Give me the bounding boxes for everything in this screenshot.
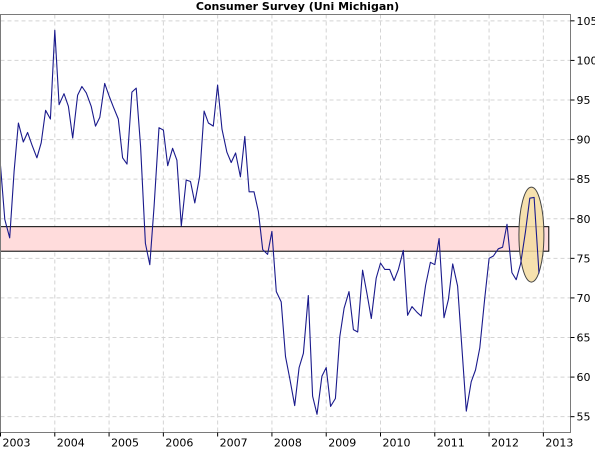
plot-border: [0, 14, 571, 433]
y-tick-label: 55: [577, 411, 591, 424]
y-tick-label: 85: [577, 173, 591, 186]
highlight-ellipse: [518, 186, 545, 283]
y-tick-label: 80: [577, 213, 591, 226]
y-tick-label: 75: [577, 252, 591, 265]
highlight-band: [0, 226, 550, 252]
y-tick-label: 105: [577, 15, 595, 28]
x-tick-label: 2010: [383, 437, 411, 450]
x-tick-label: 2007: [220, 437, 248, 450]
y-tick-label: 70: [577, 292, 591, 305]
series-line: [0, 29, 540, 415]
chart-title: Consumer Survey (Uni Michigan): [195, 0, 400, 13]
x-tick-label: 2009: [328, 437, 356, 450]
y-tick-label: 60: [577, 371, 591, 384]
x-tick-label: 2005: [111, 437, 139, 450]
y-tick-label: 95: [577, 94, 591, 107]
y-tick-label: 90: [577, 134, 591, 147]
x-tick-label: 2006: [165, 437, 193, 450]
x-tick-label: 2004: [57, 437, 85, 450]
x-tick-label: 2013: [545, 437, 573, 450]
y-tick-label: 100: [577, 54, 595, 67]
x-tick-label: 2008: [274, 437, 302, 450]
y-tick-label: 65: [577, 332, 591, 345]
x-tick-label: 2011: [437, 437, 465, 450]
plot-area: [0, 14, 571, 433]
x-tick-label: 2003: [3, 437, 31, 450]
x-tick-label: 2012: [491, 437, 519, 450]
